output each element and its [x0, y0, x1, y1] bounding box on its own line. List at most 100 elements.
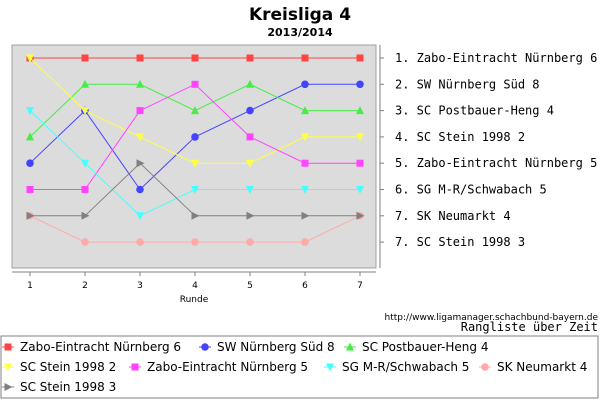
data-point	[191, 211, 200, 220]
series	[26, 54, 364, 168]
legend-entry: SC Postbauer-Heng 4	[344, 340, 488, 354]
data-point	[81, 159, 89, 168]
legend-label: SC Stein 1998 3	[20, 380, 116, 394]
legend-label: SG M-R/Schwabach 5	[342, 360, 469, 374]
data-point	[191, 106, 199, 115]
data-point	[246, 54, 254, 62]
data-point	[191, 238, 199, 246]
data-point	[26, 132, 34, 141]
legend-marker	[201, 343, 209, 351]
data-point	[81, 238, 89, 246]
legend-marker	[4, 383, 13, 391]
standing-label: 7. SK Neumarkt 4	[395, 209, 511, 223]
legend-entry: SG M-R/Schwabach 5	[324, 360, 469, 374]
data-point	[136, 54, 144, 62]
data-point	[136, 133, 144, 142]
legend-entry: SC Stein 1998 3	[2, 380, 116, 394]
data-point	[191, 54, 199, 62]
legend-label: SK Neumarkt 4	[497, 360, 587, 374]
data-point	[26, 54, 34, 63]
series	[26, 80, 364, 193]
standing-label: 4. SC Stein 1998 2	[395, 130, 525, 144]
data-point	[81, 211, 90, 220]
x-tick-label: 6	[302, 281, 308, 291]
data-point	[301, 54, 309, 62]
series	[26, 54, 364, 62]
legend-marker	[131, 363, 139, 371]
data-point	[301, 80, 309, 89]
data-point	[301, 186, 309, 194]
legend-entry: SW Nürnberg Süd 8	[199, 340, 335, 354]
data-point	[191, 80, 199, 88]
data-point	[246, 79, 254, 88]
rank-labels: 1. Zabo-Eintracht Nürnberg 6 2. SW Nürnbe…	[395, 51, 597, 249]
series	[26, 107, 364, 221]
data-point	[356, 186, 364, 194]
legend-entry: SC Stein 1998 2	[2, 360, 116, 374]
standing-label: 2. SW Nürnberg Süd 8	[395, 77, 540, 91]
x-tick-label: 7	[357, 281, 363, 291]
data-point	[301, 211, 310, 220]
data-point	[356, 80, 364, 89]
standing-label: 5. Zabo-Eintracht Nürnberg 5	[395, 156, 597, 170]
data-point	[136, 212, 144, 221]
legend-entry: SK Neumarkt 4	[479, 360, 587, 374]
data-point	[191, 159, 199, 168]
x-tick-label: 5	[247, 281, 253, 291]
data-point	[246, 211, 255, 220]
standing-label: 6. SG M-R/Schwabach 5	[395, 183, 547, 197]
legend-marker	[4, 363, 12, 372]
series	[26, 159, 365, 220]
legend-marker	[4, 343, 12, 351]
source-url: http://www.ligamanager.schachbund-bayern…	[385, 313, 599, 323]
data-point	[26, 186, 34, 193]
data-point	[81, 79, 89, 88]
data-point	[136, 79, 144, 88]
legend-marker	[481, 363, 489, 371]
data-point	[356, 159, 364, 167]
data-point	[356, 54, 364, 62]
chart-subtitle: 2013/2014	[267, 26, 333, 39]
data-point	[356, 211, 365, 220]
chart-title: Kreisliga 4	[249, 5, 351, 25]
legend-label: Zabo-Eintracht Nürnberg 6	[20, 340, 181, 354]
data-point	[191, 133, 199, 141]
data-point	[246, 106, 254, 115]
data-point	[356, 106, 364, 115]
data-point	[26, 159, 34, 167]
legend-label: SC Stein 1998 2	[20, 360, 116, 374]
x-tick-label: 2	[82, 281, 88, 291]
x-axis-label: Runde	[180, 295, 209, 305]
standing-label: 3. SC Postbauer-Heng 4	[395, 104, 554, 118]
data-point	[26, 211, 35, 220]
legend-label: Zabo-Eintracht Nürnberg 5	[147, 360, 308, 374]
data-point	[246, 186, 254, 194]
data-point	[301, 238, 309, 246]
standing-label: 7. SC Stein 1998 3	[395, 235, 525, 249]
legend-label: SW Nürnberg Süd 8	[217, 340, 335, 354]
data-point	[26, 107, 34, 116]
legend-marker	[326, 363, 334, 372]
legend: Zabo-Eintracht Nürnberg 6 SW Nürnberg Süd…	[2, 340, 587, 394]
series-layer	[26, 54, 365, 246]
rank-ticks	[380, 57, 384, 243]
data-point	[301, 106, 309, 115]
data-point	[301, 133, 309, 142]
data-point	[246, 159, 254, 168]
data-point	[246, 238, 254, 246]
x-ticks: 1 2 3 4 5 6 7	[27, 272, 363, 291]
data-point	[246, 133, 254, 141]
caption: Rangliste über Zeit	[461, 320, 598, 334]
x-tick-label: 1	[27, 281, 33, 291]
legend-marker	[346, 342, 354, 351]
series	[26, 79, 364, 141]
legend-box	[0, 335, 599, 399]
data-point	[136, 238, 144, 246]
legend-entry: Zabo-Eintracht Nürnberg 5	[129, 360, 308, 374]
standing-label: 1. Zabo-Eintracht Nürnberg 6	[395, 51, 597, 65]
data-point	[81, 186, 89, 193]
data-point	[136, 159, 145, 168]
legend-entry: Zabo-Eintracht Nürnberg 6	[2, 340, 181, 354]
data-point	[81, 107, 89, 116]
